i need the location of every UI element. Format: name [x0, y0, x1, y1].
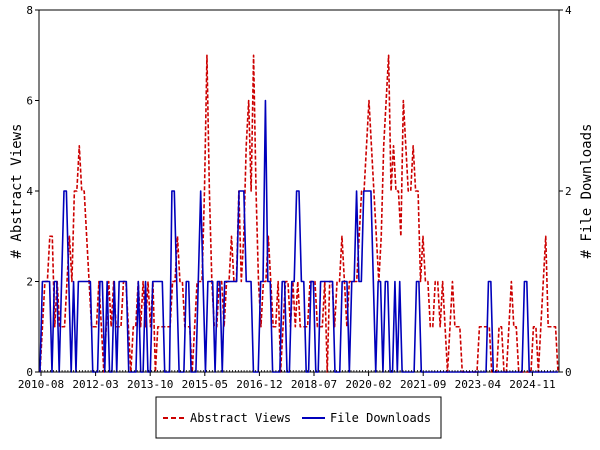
y-right-tick-label: 2 [565, 185, 572, 198]
x-ticks: 2010-08 2012-03 2013-10 2015-05 2016-12 2018-… [18, 370, 560, 391]
x-tick-label: 2024-11 [509, 378, 555, 391]
y-left-tick-label: 6 [26, 95, 33, 108]
y-axis-left-title: # Abstract Views [9, 124, 25, 259]
series-line-file-downloads [39, 99, 558, 373]
y-left-tick-label: 4 [26, 185, 33, 198]
y-right-tick-label: 0 [565, 366, 572, 379]
x-tick-label: 2020-02 [345, 378, 391, 391]
legend-label-file-downloads: File Downloads [330, 411, 431, 425]
y-right-ticks: 0 2 4 [559, 4, 572, 379]
x-tick-label: 2016-12 [236, 378, 282, 391]
legend: Abstract Views File Downloads [155, 396, 442, 439]
legend-label-abstract-views: Abstract Views [190, 411, 291, 425]
y-left-tick-label: 8 [26, 4, 33, 17]
plot-lines [39, 54, 559, 373]
x-tick-label: 2015-05 [182, 378, 228, 391]
y-right-tick-label: 4 [565, 4, 572, 17]
y-axis-right-title: # File Downloads [579, 124, 595, 259]
x-tick-label: 2023-04 [455, 378, 502, 391]
x-tick-label: 2013-10 [127, 378, 173, 391]
x-tick-label: 2021-09 [400, 378, 446, 391]
x-tick-label: 2010-08 [18, 378, 64, 391]
legend-box [155, 396, 442, 439]
x-tick-label: 2018-07 [291, 378, 337, 391]
y-left-tick-label: 2 [26, 276, 33, 289]
y-left-ticks: 0 2 4 6 8 [26, 4, 39, 379]
x-tick-label: 2012-03 [72, 378, 118, 391]
y-left-tick-label: 0 [26, 366, 33, 379]
